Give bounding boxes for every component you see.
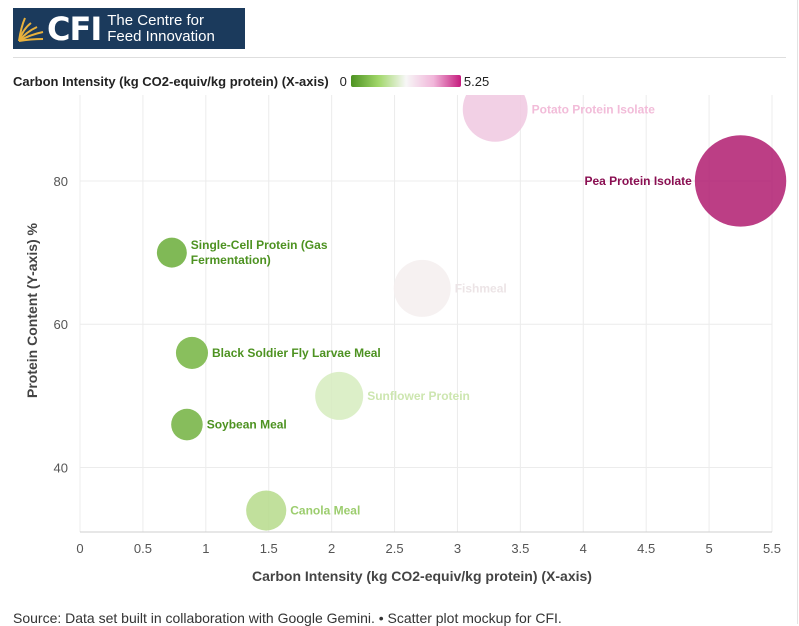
legend-color-bar <box>350 75 461 87</box>
source-note: Source: Data set built in collaboration … <box>13 610 562 626</box>
x-tick-label: 2.5 <box>386 541 404 556</box>
legend-min-label: 0 <box>339 73 347 89</box>
x-tick-label: 0 <box>76 541 83 556</box>
data-label: Sunflower Protein <box>367 389 470 403</box>
data-label: Potato Protein Isolate <box>532 102 656 116</box>
x-tick-label: 0.5 <box>134 541 152 556</box>
brand-logo: CFI The Centre for Feed Innovation <box>13 8 245 49</box>
data-label: Canola Meal <box>290 504 360 518</box>
data-point[interactable] <box>175 336 209 369</box>
x-tick-label: 2 <box>328 541 335 556</box>
data-label: Fishmeal <box>455 281 507 295</box>
data-label: Black Soldier Fly Larvae Meal <box>212 346 381 360</box>
legend-max-label: 5.25 <box>463 73 490 89</box>
brand-name: The Centre for Feed Innovation <box>107 11 237 45</box>
header-divider <box>13 57 786 58</box>
x-tick-label: 1 <box>202 541 209 556</box>
y-tick-label: 60 <box>54 317 68 332</box>
x-tick-label: 4 <box>580 541 587 556</box>
data-label: Soybean Meal <box>207 418 287 432</box>
bubble-layer <box>156 95 787 531</box>
legend-title: Carbon Intensity (kg CO2-equiv/kg protei… <box>13 73 329 89</box>
x-tick-label: 5 <box>705 541 712 556</box>
x-tick-label: 4.5 <box>637 541 655 556</box>
data-label: Pea Protein Isolate <box>584 174 692 188</box>
brand-abbr: CFI <box>47 9 102 48</box>
right-border <box>797 0 798 624</box>
data-point[interactable] <box>171 408 203 441</box>
x-tick-label: 3 <box>454 541 461 556</box>
brand-name-line2: Feed Innovation <box>107 27 215 45</box>
data-label: Fermentation) <box>191 253 271 267</box>
data-point[interactable] <box>462 95 528 142</box>
x-tick-label: 3.5 <box>511 541 529 556</box>
wheat-field-icon <box>17 14 45 43</box>
data-label: Single-Cell Protein (Gas <box>191 238 328 252</box>
x-axis-title: Carbon Intensity (kg CO2-equiv/kg protei… <box>252 568 592 584</box>
y-axis-title: Protein Content (Y-axis) % <box>24 222 40 398</box>
x-tick-label: 1.5 <box>260 541 278 556</box>
scatter-chart: 0 0.5 1 1.5 2 2.5 3 3.5 4 4.5 5 5.5 40 60 80 Carbon Int… <box>24 95 787 584</box>
y-tick-label: 80 <box>54 174 68 189</box>
data-point[interactable] <box>156 237 187 268</box>
data-point[interactable] <box>315 371 364 420</box>
color-legend: Carbon Intensity (kg CO2-equiv/kg protei… <box>13 73 489 89</box>
brand-name-line1: The Centre for <box>107 11 204 29</box>
x-tick-label: 5.5 <box>763 541 781 556</box>
data-point[interactable] <box>694 135 787 227</box>
data-point[interactable] <box>246 490 287 531</box>
data-point[interactable] <box>393 259 451 317</box>
y-tick-label: 40 <box>54 461 68 476</box>
